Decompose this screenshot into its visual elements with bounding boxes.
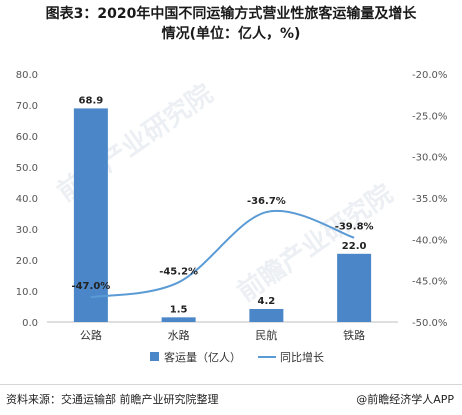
y-right-tick-label: -35.0%	[412, 194, 447, 205]
y-left-tick-label: 80.0	[16, 70, 38, 81]
y-left-tick-label: 30.0	[16, 225, 38, 236]
data-labels: 68.9 1.5 4.2 22.0 -47.0% -45.2% -36.7% -39.8%	[71, 95, 373, 315]
legend: 客运量（亿人） 同比增长	[150, 350, 324, 364]
bar-value-label: 68.9	[79, 95, 104, 106]
source-text: 资料来源：交通运输部 前瞻产业研究院整理	[6, 391, 219, 407]
y-right-tick-label: -20.0%	[412, 70, 447, 81]
y-left-tick-label: 60.0	[16, 132, 38, 143]
x-category-label: 铁路	[343, 329, 365, 342]
brand-text: @前瞻经济学人APP	[356, 391, 454, 407]
x-category-label: 公路	[80, 329, 102, 342]
y-right-tick-label: -30.0%	[412, 153, 447, 164]
y-left-tick-label: 50.0	[16, 163, 38, 174]
footer: 资料来源：交通运输部 前瞻产业研究院整理 @前瞻经济学人APP	[0, 384, 462, 415]
y-left-tick-label: 20.0	[16, 256, 38, 267]
y-left-tick-label: 10.0	[16, 287, 38, 298]
line-value-label: -47.0%	[71, 281, 110, 292]
line-value-label: -39.8%	[335, 222, 374, 233]
y-right-tick-label: -40.0%	[412, 235, 447, 246]
bar-value-label: 22.0	[342, 241, 367, 252]
x-category-label: 水路	[168, 329, 190, 342]
bar-value-label: 1.5	[170, 304, 188, 315]
bar	[162, 317, 196, 322]
legend-line-label: 同比增长	[280, 350, 324, 364]
bar	[337, 254, 371, 322]
y-right-tick-label: -45.0%	[412, 277, 447, 288]
y-left-tick-label: 70.0	[16, 101, 38, 112]
bar	[249, 309, 283, 322]
bar-value-label: 4.2	[258, 296, 276, 307]
y-left-tick-label: 40.0	[16, 194, 38, 205]
line-value-label: -45.2%	[159, 266, 198, 277]
y-right-tick-label: -50.0%	[412, 318, 447, 329]
y-left-tick-label: 0.0	[22, 318, 38, 329]
y-right-tick-label: -25.0%	[412, 111, 447, 122]
x-category-label: 民航	[255, 328, 277, 342]
legend-bar-label: 客运量（亿人）	[164, 350, 241, 364]
line-value-label: -36.7%	[247, 196, 286, 207]
legend-bar-swatch	[150, 352, 159, 361]
